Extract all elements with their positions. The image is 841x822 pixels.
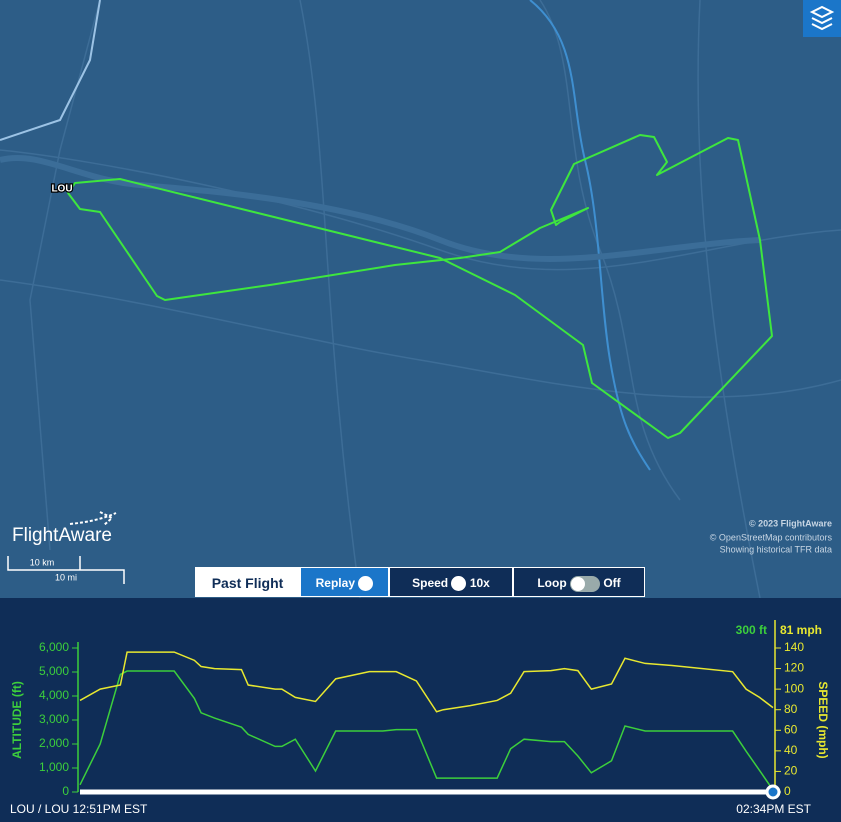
y2-tick-label: 120 xyxy=(784,661,804,675)
map-background xyxy=(0,0,841,598)
loop-button[interactable]: Loop Off xyxy=(513,567,645,597)
y-tick-label: 0 xyxy=(62,784,69,798)
altitude-line xyxy=(79,670,774,791)
end-label: 02:34PM EST xyxy=(736,802,811,816)
fast-icon xyxy=(451,576,467,592)
y2-axis-title: SPEED (mph) xyxy=(816,681,830,758)
speed-button[interactable]: Speed 10x xyxy=(389,567,513,597)
current-altitude: 300 ft xyxy=(736,623,767,637)
speed-label: Speed xyxy=(412,576,449,590)
roads xyxy=(0,0,841,598)
speed-value: 10x xyxy=(469,576,490,590)
replay-button[interactable]: Replay xyxy=(300,567,389,597)
attribution: © OpenStreetMap contributors xyxy=(710,532,833,542)
attribution: © 2023 FlightAware xyxy=(749,518,832,528)
past-flight-tab[interactable]: Past Flight xyxy=(195,567,300,597)
y2-tick-label: 140 xyxy=(784,640,804,654)
scale-label: 10 km xyxy=(30,557,55,567)
scale-bar xyxy=(7,556,125,584)
replay-label: Replay xyxy=(315,576,355,590)
flight-track xyxy=(67,134,773,439)
y2-tick-label: 20 xyxy=(784,764,798,778)
timeline-knob[interactable] xyxy=(765,784,781,800)
altitude-speed-chart: 0 1,000 2,000 3,000 4,000 5,000 6,000 0 20 40 60 80… xyxy=(10,620,830,816)
layers-button[interactable] xyxy=(803,0,841,37)
airport-label: LOU xyxy=(51,184,72,195)
map: LOU FlightAware © 2023 FlightAware © Ope… xyxy=(0,0,841,598)
y-tick-label: 2,000 xyxy=(39,736,69,750)
y-tick-label: 1,000 xyxy=(39,760,69,774)
y-tick-label: 5,000 xyxy=(39,664,69,678)
y2-tick-label: 40 xyxy=(784,743,798,757)
speed-line xyxy=(79,651,774,713)
attribution: Showing historical TFR data xyxy=(720,544,832,554)
y-tick-label: 4,000 xyxy=(39,688,69,702)
y2-tick-label: 60 xyxy=(784,722,798,736)
y2-tick-label: 0 xyxy=(784,784,791,798)
y2-tick-label: 100 xyxy=(784,681,804,695)
y-tick-label: 3,000 xyxy=(39,712,69,726)
scale-label: 10 mi xyxy=(55,572,77,582)
y-tick-label: 6,000 xyxy=(39,640,69,654)
river xyxy=(529,0,651,471)
y-axis-title: ALTITUDE (ft) xyxy=(10,681,24,759)
brand-logo: FlightAware xyxy=(12,525,112,546)
loop-toggle[interactable] xyxy=(570,575,600,592)
highway xyxy=(0,0,101,141)
current-speed: 81 mph xyxy=(780,623,822,637)
y2-tick-label: 80 xyxy=(784,702,798,716)
start-label: LOU / LOU 12:51PM EST xyxy=(10,802,148,816)
logo-plane xyxy=(69,511,117,526)
play-icon xyxy=(358,576,374,592)
river xyxy=(0,154,761,262)
loop-label: Loop xyxy=(537,576,567,590)
layers-icon xyxy=(809,5,835,31)
loop-value: Off xyxy=(603,576,621,590)
